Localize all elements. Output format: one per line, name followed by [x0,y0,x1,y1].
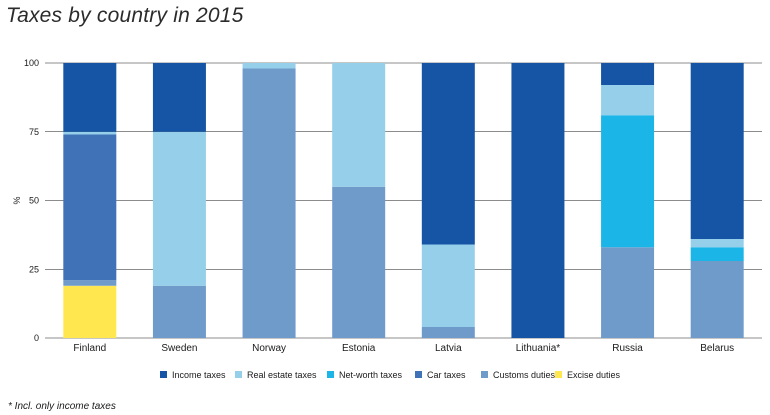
legend-label: Car taxes [427,370,466,380]
x-category-label: Estonia [342,343,376,354]
bar-segment [242,63,296,69]
bar-segment [332,63,386,187]
gridlines [45,62,762,339]
x-category-label: Finland [73,343,106,354]
x-category-label: Norway [252,343,286,354]
y-tick-label: 75 [29,127,39,137]
legend-swatch [555,371,562,378]
legend-label: Real estate taxes [247,370,317,380]
bar-segment [152,285,206,338]
y-axis-ticks: 0 25 50 75 100 [24,58,39,343]
legend: Income taxes Real estate taxes Net-worth t… [160,370,621,380]
bar-segment [690,239,744,248]
bar-segment [63,285,117,338]
y-axis-label: % [12,196,22,204]
bar-segment [421,244,475,327]
bar-segment [63,280,117,286]
legend-swatch [327,371,334,378]
bar-segment [332,186,386,338]
y-tick-label: 25 [29,264,39,274]
bar-segment [511,63,565,338]
y-tick-label: 100 [24,58,39,68]
chart-title: Taxes by country in 2015 [6,4,244,27]
legend-label: Income taxes [172,370,226,380]
x-axis-categories: Finland Sweden Norway Estonia Latvia Lithuani… [73,343,734,354]
bar-segment [601,85,655,116]
bar-segment [152,131,206,286]
bar-segment [63,131,117,135]
bar-segment [63,134,117,281]
legend-label: Net-worth taxes [339,370,403,380]
y-tick-label: 0 [34,333,39,343]
legend-swatch [235,371,242,378]
x-category-label: Lithuania* [516,343,561,354]
stacked-bar-chart: 0 25 50 75 100 Finland Sweden Norway Estonia Lat… [12,58,762,380]
bar-segment [242,68,296,338]
x-category-label: Sweden [161,343,197,354]
bar-segment [601,247,655,338]
x-category-label: Belarus [700,343,734,354]
bar-segment [690,63,744,239]
x-category-label: Russia [612,343,643,354]
legend-swatch [160,371,167,378]
bar-segment [63,63,117,132]
bar-segment [421,327,475,338]
bar-segment [601,63,655,85]
legend-label: Excise duties [567,370,621,380]
footnote: * Incl. only income taxes [8,401,116,412]
y-tick-label: 50 [29,196,39,206]
legend-label: Customs duties [493,370,556,380]
bar-segment [421,63,475,245]
bar-segment [152,63,206,132]
x-category-label: Latvia [435,343,462,354]
bar-segment [690,261,744,338]
bar-segment [601,115,655,248]
bars [63,63,744,338]
bar-segment [690,247,744,261]
legend-swatch [481,371,488,378]
legend-swatch [415,371,422,378]
